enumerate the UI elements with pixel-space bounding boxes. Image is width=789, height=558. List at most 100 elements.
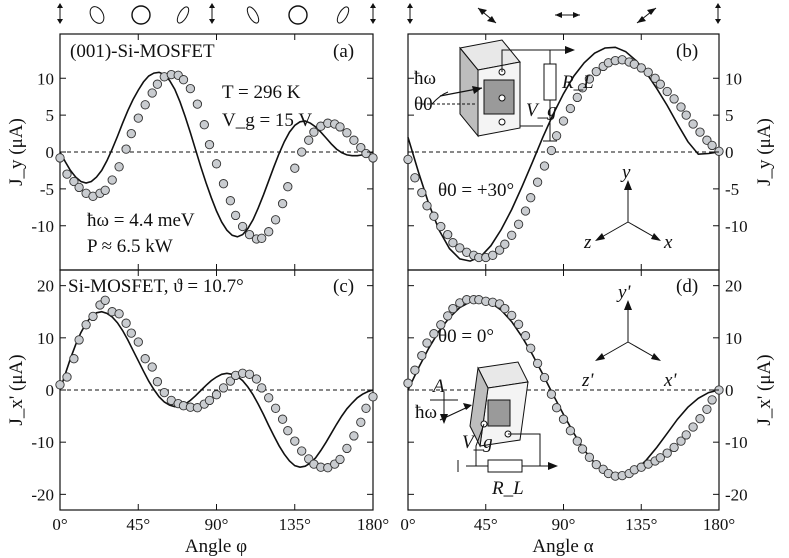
data-point (681, 110, 691, 120)
data-point (526, 193, 536, 203)
arrow-right-icon (548, 462, 558, 470)
data-point (69, 176, 79, 187)
data-point (121, 144, 131, 154)
data-point (500, 239, 510, 249)
annotation-photon-energy: ħω = 4.4 meV (87, 210, 195, 231)
load-resistor (543, 63, 557, 101)
annotation-incidence-angle: θ0 = 0° (438, 326, 494, 347)
data-point (218, 179, 229, 189)
panel-label: (b) (676, 41, 698, 62)
data-point (669, 94, 679, 104)
data-point (551, 403, 562, 413)
data-point (546, 145, 557, 156)
data-point (264, 227, 274, 237)
data-point (349, 135, 359, 145)
annotation-gate: V_g (462, 432, 493, 453)
annotation-power: P ≈ 6.5 kW (87, 236, 173, 257)
y-tick-label: 0 (725, 143, 734, 162)
ticks: 10 5 0 -5 -10 (31, 34, 374, 270)
data-point (695, 127, 705, 137)
data-point (114, 162, 124, 172)
data-point (283, 426, 293, 436)
coordinate-axes: y' z' x' (581, 282, 677, 391)
data-point (251, 374, 262, 384)
y-axis-title: J_x' (μA) (754, 354, 775, 425)
y-tick-label: 10 (725, 69, 742, 88)
x-tick-label: 45° (126, 515, 150, 534)
data-point (507, 230, 517, 240)
data-point (410, 365, 420, 375)
data-points (403, 55, 724, 263)
x-tick-label: 180° (357, 515, 389, 534)
arrow-diagonal-icon (636, 7, 657, 24)
data-point (199, 120, 209, 130)
data-point (368, 153, 378, 163)
data-point (309, 127, 319, 137)
data-point (532, 177, 543, 187)
data-point (81, 320, 91, 330)
coordinate-axes: y z x (583, 162, 673, 253)
data-point (448, 238, 458, 248)
axis-y-label: y (620, 162, 631, 183)
data-point (688, 422, 698, 432)
ellipse-polarization-icon (246, 6, 260, 24)
data-point (539, 372, 550, 383)
arrow-horizontal-icon (555, 12, 580, 18)
y-tick-label: -10 (31, 433, 54, 452)
panel-c: 0° 45° 90° 135° 180° 20 10 0 -10 -20 Si-MOSFET, ϑ… (6, 269, 389, 557)
data-point (290, 163, 300, 173)
panel-b: 10 5 0 -5 -10 (b) θ0 = +30° ħω θ0 R_L (403, 33, 775, 271)
data-point (74, 182, 84, 193)
data-point (488, 250, 498, 260)
data-point (520, 331, 531, 341)
y-tick-label: -10 (31, 217, 54, 236)
data-point (565, 426, 576, 436)
data-point (211, 159, 222, 169)
data-point (707, 140, 717, 151)
data-point (361, 148, 371, 159)
data-point (290, 436, 300, 446)
data-point (702, 404, 712, 414)
data-point (244, 369, 255, 379)
y-tick-label: 10 (725, 329, 742, 348)
data-point (676, 102, 686, 112)
data-point (133, 337, 143, 347)
data-point (126, 328, 136, 338)
data-point (152, 377, 163, 387)
data-point (297, 147, 307, 157)
fit-curve (59, 310, 374, 469)
data-point (204, 395, 215, 406)
data-point (695, 414, 705, 424)
y-tick-label: 20 (725, 277, 742, 296)
panel-label: (a) (333, 41, 354, 62)
annotation-vector-potential: A (431, 376, 445, 397)
data-point (140, 354, 150, 364)
data-point (410, 173, 420, 183)
y-axis-title: J_y (μA) (6, 118, 27, 186)
x-tick-label: 90° (552, 515, 576, 534)
data-point (335, 454, 345, 465)
data-point (565, 103, 576, 114)
data-point (270, 403, 281, 413)
panel-label: (d) (676, 276, 698, 297)
data-point (152, 79, 163, 89)
annotation-load-resistor: R_L (491, 478, 524, 499)
data-point (159, 387, 169, 398)
data-point (237, 221, 248, 232)
arrow-right-icon (565, 46, 575, 54)
data-point (211, 390, 222, 400)
ticks: 0° 45° 90° 135° 180° 20 10 0 -10 -20 (400, 270, 748, 534)
x-tick-label: 90° (205, 515, 229, 534)
data-point (520, 206, 531, 216)
data-point (192, 99, 203, 109)
data-point (546, 389, 557, 399)
data-point (356, 142, 366, 153)
data-point (218, 383, 229, 393)
y-tick-label: -20 (31, 485, 54, 504)
y-axis-title: J_x' (μA) (6, 354, 27, 425)
y-tick-label: -20 (725, 485, 748, 504)
x-tick-label: 0° (52, 515, 67, 534)
data-point (669, 442, 679, 453)
x-tick-label: 0° (400, 515, 415, 534)
